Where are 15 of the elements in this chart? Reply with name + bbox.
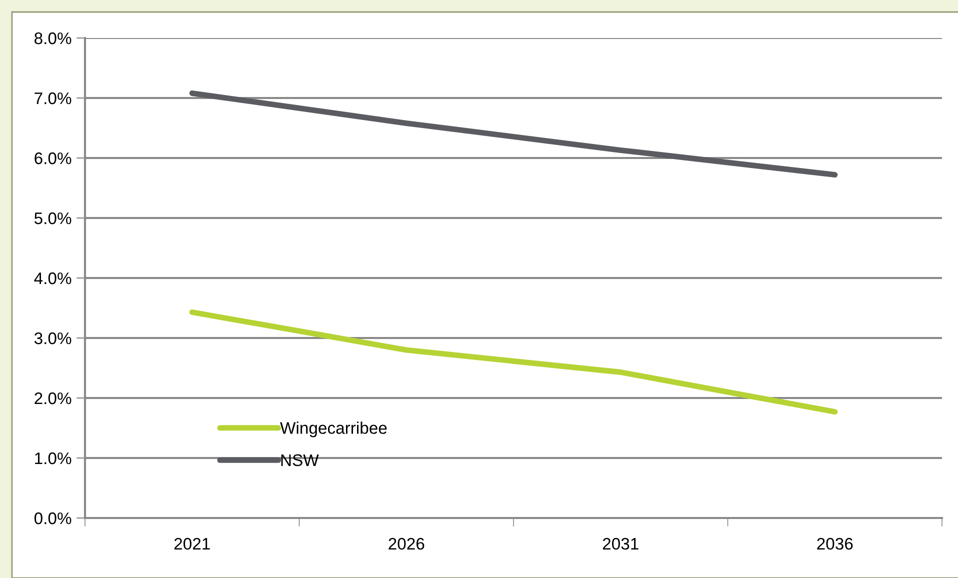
y-tick-label: 8.0% bbox=[34, 32, 72, 44]
y-tick-label: 2.0% bbox=[34, 392, 72, 404]
y-tick-label: 4.0% bbox=[34, 272, 72, 284]
y-tick-label: 6.0% bbox=[34, 152, 72, 164]
x-tick-label: 2026 bbox=[388, 538, 424, 550]
legend-label: Wingecarribee bbox=[280, 422, 387, 438]
y-tick-label: 5.0% bbox=[34, 212, 72, 224]
x-tick-label: 2036 bbox=[817, 538, 853, 550]
y-tick-label: 7.0% bbox=[34, 92, 72, 104]
y-tick-label: 1.0% bbox=[35, 452, 72, 464]
x-tick-label: 2031 bbox=[602, 538, 638, 550]
x-tick-label: 2021 bbox=[174, 538, 210, 550]
y-tick-label: 3.0% bbox=[34, 332, 72, 344]
legend-label: NSW bbox=[281, 454, 319, 466]
y-tick-label: 0.0% bbox=[34, 512, 72, 524]
